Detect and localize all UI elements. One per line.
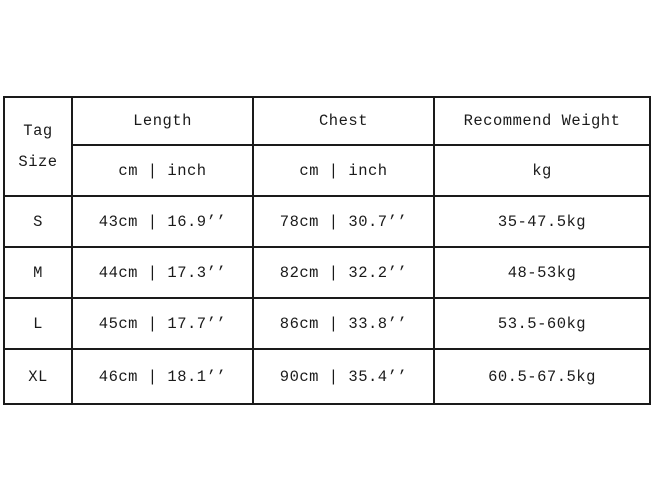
cell-tag-m: M — [3, 246, 73, 299]
header-recommend-weight: Recommend Weight — [433, 96, 651, 146]
cell-tag-s: S — [3, 195, 73, 248]
header-length: Length — [71, 96, 254, 146]
table-row-l: L 45cm | 17.7’’ 86cm | 33.8’’ 53.5-60kg — [3, 297, 651, 350]
unit-header-weight: kg — [433, 144, 651, 197]
cell-tag-xl: XL — [3, 348, 73, 405]
unit-header-chest: cm | inch — [252, 144, 435, 197]
cell-chest-m: 82cm | 32.2’’ — [252, 246, 435, 299]
header-chest: Chest — [252, 96, 435, 146]
cell-length-m: 44cm | 17.3’’ — [71, 246, 254, 299]
corner-header-line1: Tag — [23, 121, 53, 140]
cell-chest-s: 78cm | 30.7’’ — [252, 195, 435, 248]
header-row-units: cm | inch cm | inch kg — [4, 144, 651, 197]
cell-tag-l: L — [3, 297, 73, 350]
size-chart-table: Tag Size Length Chest Recommend Weight c… — [3, 96, 651, 405]
cell-length-s: 43cm | 16.9’’ — [71, 195, 254, 248]
table-row-m: M 44cm | 17.3’’ 82cm | 32.2’’ 48-53kg — [3, 246, 651, 299]
cell-chest-l: 86cm | 33.8’’ — [252, 297, 435, 350]
cell-weight-xl: 60.5-67.5kg — [433, 348, 651, 405]
cell-chest-xl: 90cm | 35.4’’ — [252, 348, 435, 405]
corner-header-line2: Size — [18, 152, 58, 171]
header-row-labels: Tag Size Length Chest Recommend Weight — [3, 96, 651, 197]
cell-weight-s: 35-47.5kg — [433, 195, 651, 248]
cell-weight-l: 53.5-60kg — [433, 297, 651, 350]
table-row-xl: XL 46cm | 18.1’’ 90cm | 35.4’’ 60.5-67.5… — [3, 348, 651, 405]
unit-header-length: cm | inch — [71, 144, 254, 197]
cell-length-xl: 46cm | 18.1’’ — [71, 348, 254, 405]
table-row-s: S 43cm | 16.9’’ 78cm | 30.7’’ 35-47.5kg — [3, 195, 651, 248]
cell-length-l: 45cm | 17.7’’ — [71, 297, 254, 350]
corner-header-tag-size: Tag Size — [3, 96, 73, 197]
cell-weight-m: 48-53kg — [433, 246, 651, 299]
